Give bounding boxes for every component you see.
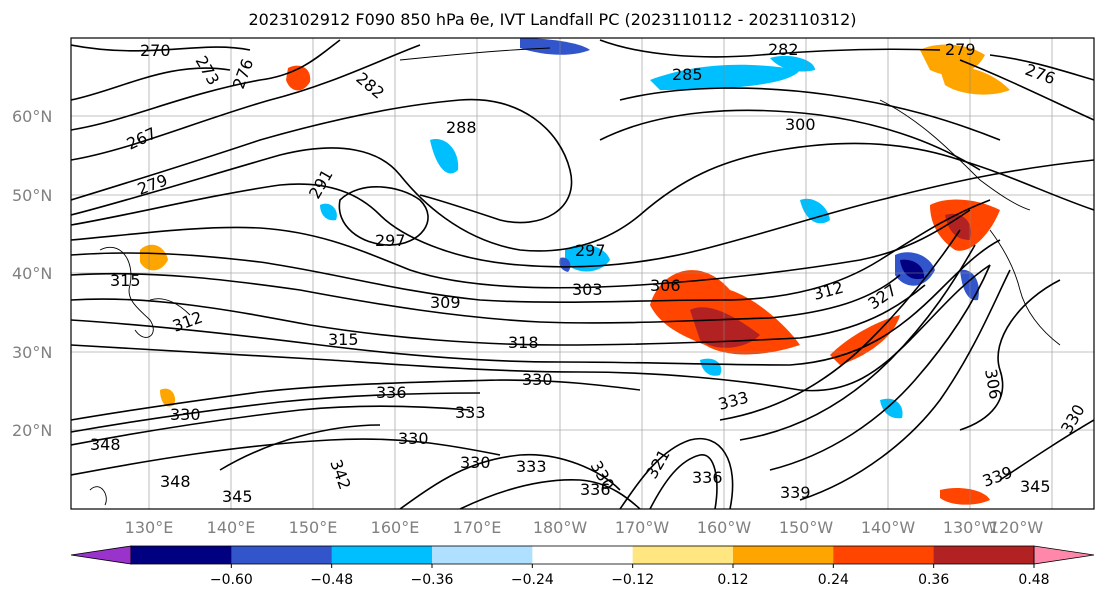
colorbar-outline bbox=[130, 545, 1035, 565]
contour-lines bbox=[71, 39, 1094, 509]
contour-label: 345 bbox=[1020, 477, 1051, 496]
contour-label: 339 bbox=[780, 483, 811, 502]
contour-label: 333 bbox=[455, 403, 486, 422]
contour-label: 345 bbox=[222, 487, 253, 506]
contour-label: 330 bbox=[398, 429, 429, 448]
coastlines bbox=[89, 47, 1061, 506]
colorbar-tick-label: 0.48 bbox=[1018, 572, 1049, 588]
colorbar-extend-low bbox=[70, 545, 132, 565]
lat-label: 30°N bbox=[12, 343, 52, 362]
contour-labels: 270 273 276 279 282 285 276 267 279 282 … bbox=[90, 40, 1089, 506]
contour-label: 285 bbox=[672, 65, 703, 84]
lat-label: 50°N bbox=[12, 186, 52, 205]
contour-label: 330 bbox=[460, 453, 491, 472]
lon-label: 170°W bbox=[615, 518, 670, 537]
colorbar-segment bbox=[532, 546, 634, 564]
contour-label: 300 bbox=[785, 115, 816, 134]
colorbar-tick-label: −0.60 bbox=[210, 572, 253, 588]
contour-label: 330 bbox=[522, 370, 553, 389]
lon-label: 120°W bbox=[989, 518, 1044, 537]
contour-label: 306 bbox=[650, 276, 681, 295]
colorbar-tick-label: −0.24 bbox=[511, 572, 554, 588]
map-title: 2023102912 F090 850 hPa θe, IVT Landfall… bbox=[248, 10, 857, 29]
contour-label: 297 bbox=[375, 231, 406, 250]
colorbar-tick-label: 0.24 bbox=[818, 572, 849, 588]
lat-label: 20°N bbox=[12, 421, 52, 440]
colorbar-segment bbox=[231, 546, 333, 564]
contour-label: 315 bbox=[328, 330, 359, 349]
contour-label: 288 bbox=[446, 118, 477, 137]
contour-label: 309 bbox=[430, 293, 461, 312]
lon-label: 160°E bbox=[371, 518, 420, 537]
graticule bbox=[71, 38, 1094, 509]
lon-label: 180°W bbox=[533, 518, 588, 537]
colorbar-segment bbox=[933, 546, 1035, 564]
latitude-labels: 60°N 50°N 40°N 30°N 20°N bbox=[12, 107, 52, 440]
contour-label: 348 bbox=[160, 472, 191, 491]
colorbar-segment bbox=[733, 546, 834, 564]
longitude-labels: 130°E 140°E 150°E 160°E 170°E 180°W 170°… bbox=[125, 518, 1044, 537]
colorbar-extend-high bbox=[1033, 545, 1095, 565]
contour-label: 348 bbox=[90, 435, 121, 454]
lon-label: 130°W bbox=[943, 518, 998, 537]
shading-layer bbox=[140, 38, 1010, 505]
contour-label: 336 bbox=[692, 468, 723, 487]
lon-label: 140°E bbox=[207, 518, 256, 537]
colorbar-segment bbox=[632, 546, 734, 564]
contour-label: 282 bbox=[768, 40, 799, 59]
contour-label: 333 bbox=[516, 457, 547, 476]
contour-label: 318 bbox=[508, 333, 539, 352]
colorbar: −0.60 −0.48 −0.36 −0.24 −0.12 0.12 0.24 0.36 0.4… bbox=[70, 545, 1095, 588]
contour-label: 336 bbox=[376, 383, 407, 402]
lon-label: 150°E bbox=[289, 518, 338, 537]
colorbar-tick-label: −0.48 bbox=[310, 572, 353, 588]
colorbar-tick-label: −0.12 bbox=[611, 572, 654, 588]
lon-label: 160°W bbox=[697, 518, 752, 537]
colorbar-segment bbox=[131, 546, 232, 564]
contour-label: 270 bbox=[140, 41, 171, 60]
contour-label: 336 bbox=[580, 480, 611, 499]
map-area: 270 273 276 279 282 285 276 267 279 282 … bbox=[71, 38, 1094, 509]
colorbar-tick-label: 0.12 bbox=[717, 572, 748, 588]
lon-label: 140°W bbox=[861, 518, 916, 537]
lon-label: 130°E bbox=[125, 518, 174, 537]
contour-label: 315 bbox=[110, 271, 141, 290]
contour-label: 303 bbox=[572, 280, 603, 299]
colorbar-tick-label: 0.36 bbox=[918, 572, 949, 588]
map-frame bbox=[70, 37, 1095, 510]
colorbar-segment bbox=[432, 546, 533, 564]
contour-label: 279 bbox=[945, 40, 976, 59]
contour-label: 330 bbox=[170, 405, 201, 424]
contour-label: 297 bbox=[575, 241, 606, 260]
lon-label: 170°E bbox=[453, 518, 502, 537]
lat-label: 60°N bbox=[12, 107, 52, 126]
colorbar-tick-label: −0.36 bbox=[411, 572, 454, 588]
lon-label: 150°W bbox=[779, 518, 834, 537]
colorbar-segment bbox=[833, 546, 935, 564]
lat-label: 40°N bbox=[12, 264, 52, 283]
colorbar-segment bbox=[331, 546, 433, 564]
